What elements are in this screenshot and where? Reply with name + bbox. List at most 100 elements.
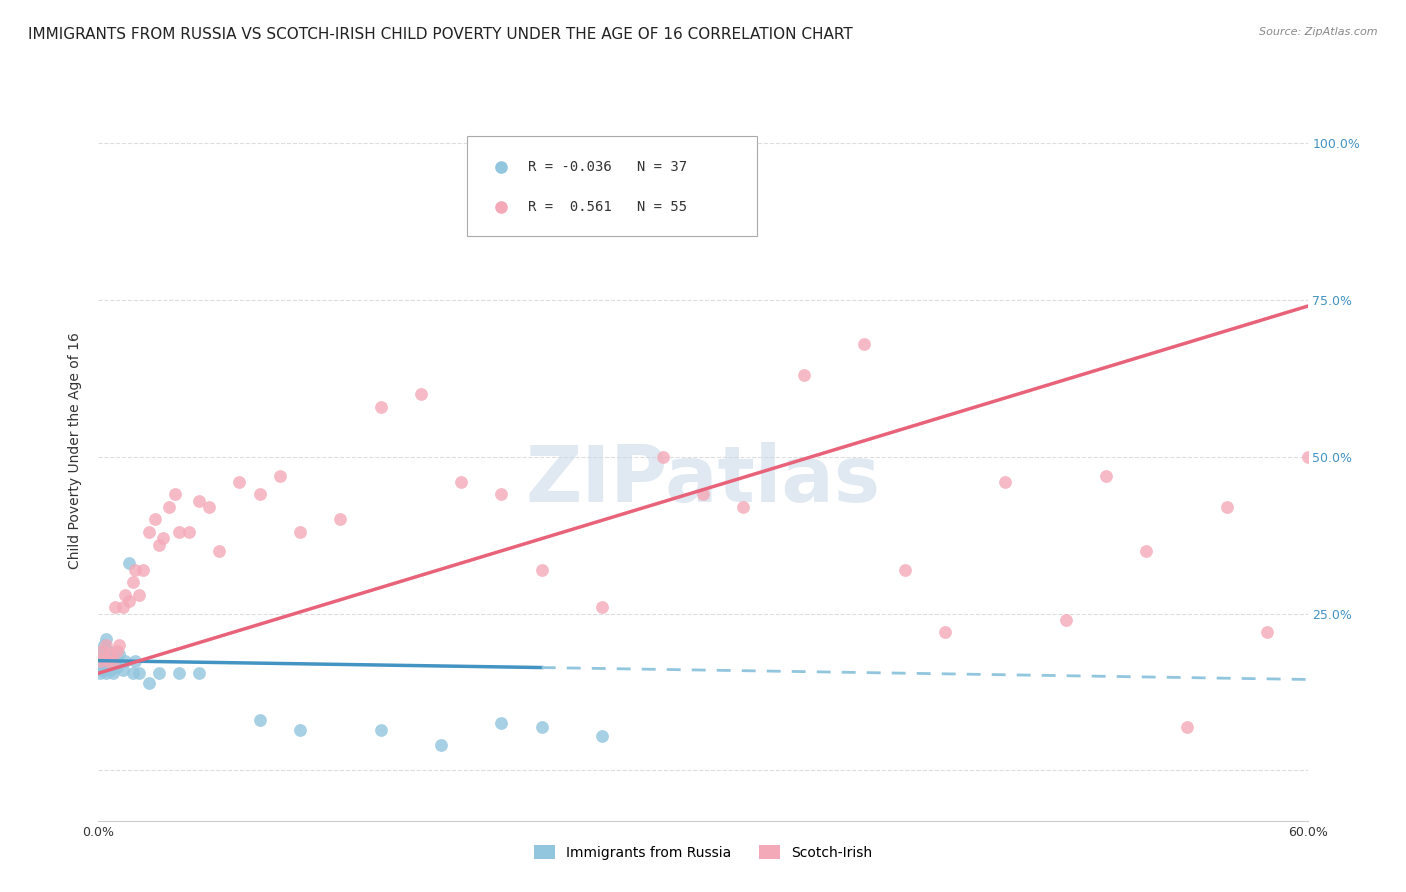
Point <box>128 588 150 602</box>
Point <box>101 654 124 668</box>
Point <box>793 368 815 383</box>
Point <box>132 563 155 577</box>
Point <box>138 524 160 539</box>
Point <box>853 336 876 351</box>
Point <box>409 387 432 401</box>
Point <box>91 644 114 658</box>
Point <box>138 675 160 690</box>
Point <box>188 493 211 508</box>
Point <box>228 475 250 489</box>
Point <box>89 657 111 671</box>
Text: ZIPatlas: ZIPatlas <box>526 442 880 518</box>
Legend: Immigrants from Russia, Scotch-Irish: Immigrants from Russia, Scotch-Irish <box>529 839 877 865</box>
Point <box>249 713 271 727</box>
Point <box>198 500 221 514</box>
Point <box>96 632 118 646</box>
Point <box>91 650 114 665</box>
Point <box>111 663 134 677</box>
Point <box>121 666 143 681</box>
Point <box>163 487 186 501</box>
Point <box>208 544 231 558</box>
Point <box>100 654 122 668</box>
Point <box>93 638 115 652</box>
Point <box>97 660 120 674</box>
Point <box>152 531 174 545</box>
Point <box>89 654 111 668</box>
Point <box>100 663 122 677</box>
Point <box>733 500 755 514</box>
Point <box>121 575 143 590</box>
Point <box>96 657 118 671</box>
Point <box>269 468 291 483</box>
Point <box>103 600 125 615</box>
Point <box>591 729 613 743</box>
Point <box>91 663 114 677</box>
Point <box>101 650 124 665</box>
Point <box>148 666 170 681</box>
Point <box>128 666 150 681</box>
Point <box>491 716 513 731</box>
Point <box>1135 544 1157 558</box>
Point <box>101 666 124 681</box>
Point <box>1095 468 1118 483</box>
Point <box>1216 500 1239 514</box>
Point <box>96 666 118 681</box>
Point <box>107 648 129 662</box>
Point <box>370 400 392 414</box>
Point <box>143 512 166 526</box>
Point <box>530 719 553 733</box>
Point <box>758 210 780 224</box>
Point <box>692 487 714 501</box>
Point <box>530 563 553 577</box>
Point <box>103 657 125 671</box>
Point <box>111 600 134 615</box>
Point <box>124 563 146 577</box>
Point <box>934 625 956 640</box>
Point <box>93 650 115 665</box>
Point <box>114 588 136 602</box>
Point <box>97 644 120 658</box>
Point <box>651 450 673 464</box>
Text: IMMIGRANTS FROM RUSSIA VS SCOTCH-IRISH CHILD POVERTY UNDER THE AGE OF 16 CORRELA: IMMIGRANTS FROM RUSSIA VS SCOTCH-IRISH C… <box>28 27 853 42</box>
Point <box>1337 136 1360 150</box>
Point <box>591 600 613 615</box>
Point <box>1296 450 1319 464</box>
Point <box>89 666 111 681</box>
Point <box>114 654 136 668</box>
Point <box>91 644 114 658</box>
FancyBboxPatch shape <box>467 136 758 235</box>
Point <box>1256 625 1278 640</box>
Point <box>1054 613 1077 627</box>
Point <box>249 487 271 501</box>
Point <box>288 524 311 539</box>
Point <box>96 638 118 652</box>
Point <box>491 487 513 501</box>
Point <box>329 512 352 526</box>
Point <box>288 723 311 737</box>
Point <box>758 244 780 258</box>
Point <box>450 475 472 489</box>
Point <box>93 663 115 677</box>
Point <box>188 666 211 681</box>
Point <box>118 557 141 571</box>
Point <box>179 524 201 539</box>
Point <box>105 660 128 674</box>
Y-axis label: Child Poverty Under the Age of 16: Child Poverty Under the Age of 16 <box>69 332 83 569</box>
Point <box>167 666 190 681</box>
Point <box>430 739 453 753</box>
Point <box>148 538 170 552</box>
Point <box>893 563 915 577</box>
Point <box>107 638 129 652</box>
Point <box>93 654 115 668</box>
Point <box>124 654 146 668</box>
Text: Source: ZipAtlas.com: Source: ZipAtlas.com <box>1260 27 1378 37</box>
Point <box>370 723 392 737</box>
Point <box>994 475 1017 489</box>
Point <box>97 654 120 668</box>
Text: R = -0.036   N = 37: R = -0.036 N = 37 <box>527 160 686 174</box>
Point <box>167 524 190 539</box>
Point <box>157 500 180 514</box>
Point <box>105 644 128 658</box>
Point <box>1175 719 1198 733</box>
Point <box>118 594 141 608</box>
